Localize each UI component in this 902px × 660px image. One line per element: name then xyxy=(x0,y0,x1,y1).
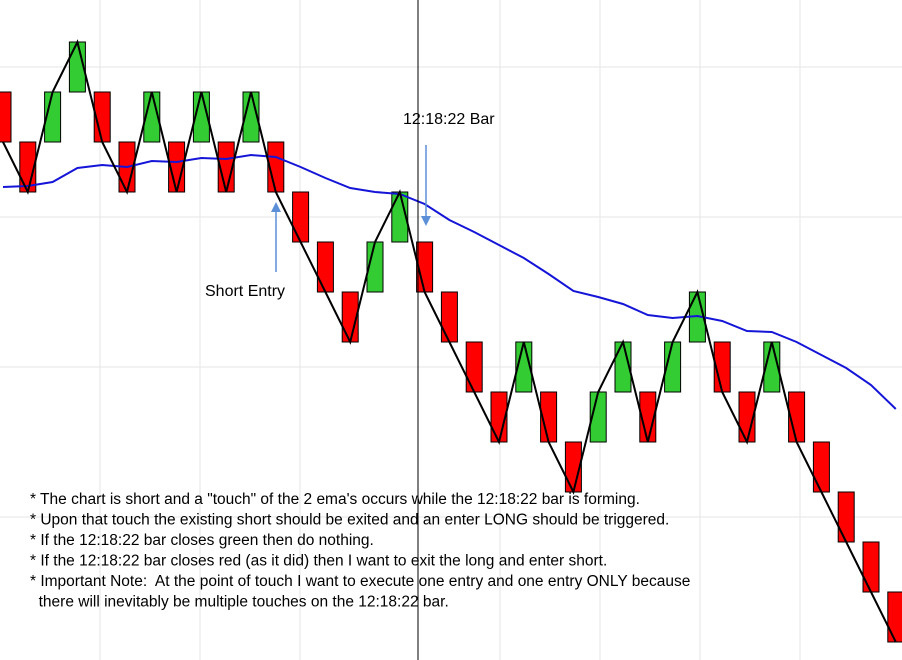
plot xyxy=(0,39,902,643)
arrow-head xyxy=(271,202,281,212)
note-line: * If the 12:18:22 bar closes green then … xyxy=(30,532,374,549)
brick xyxy=(887,591,902,643)
brick xyxy=(862,541,880,593)
note-line: * Important Note: At the point of touch … xyxy=(30,573,690,590)
annotation-label: 12:18:22 Bar xyxy=(403,111,495,128)
ema-line xyxy=(2,153,897,410)
brick xyxy=(316,241,334,293)
notes: * The chart is short and a "touch" of th… xyxy=(30,491,690,611)
note-line: * Upon that touch the existing short sho… xyxy=(30,512,669,529)
entry-annotation: Short Entry xyxy=(205,202,285,300)
note-line: there will inevitably be multiple touche… xyxy=(30,594,449,611)
arrow-head xyxy=(421,216,431,226)
brick xyxy=(812,441,830,493)
close-line xyxy=(2,39,897,643)
brick xyxy=(0,91,12,143)
brick xyxy=(292,191,310,243)
note-line: * The chart is short and a "touch" of th… xyxy=(30,491,640,508)
brick xyxy=(465,341,483,393)
annotation-label: Short Entry xyxy=(205,283,285,300)
brick xyxy=(440,291,458,343)
note-line: * If the 12:18:22 bar closes red (as it … xyxy=(30,553,607,570)
bar-annotation: 12:18:22 Bar xyxy=(403,111,495,226)
brick xyxy=(837,491,855,543)
